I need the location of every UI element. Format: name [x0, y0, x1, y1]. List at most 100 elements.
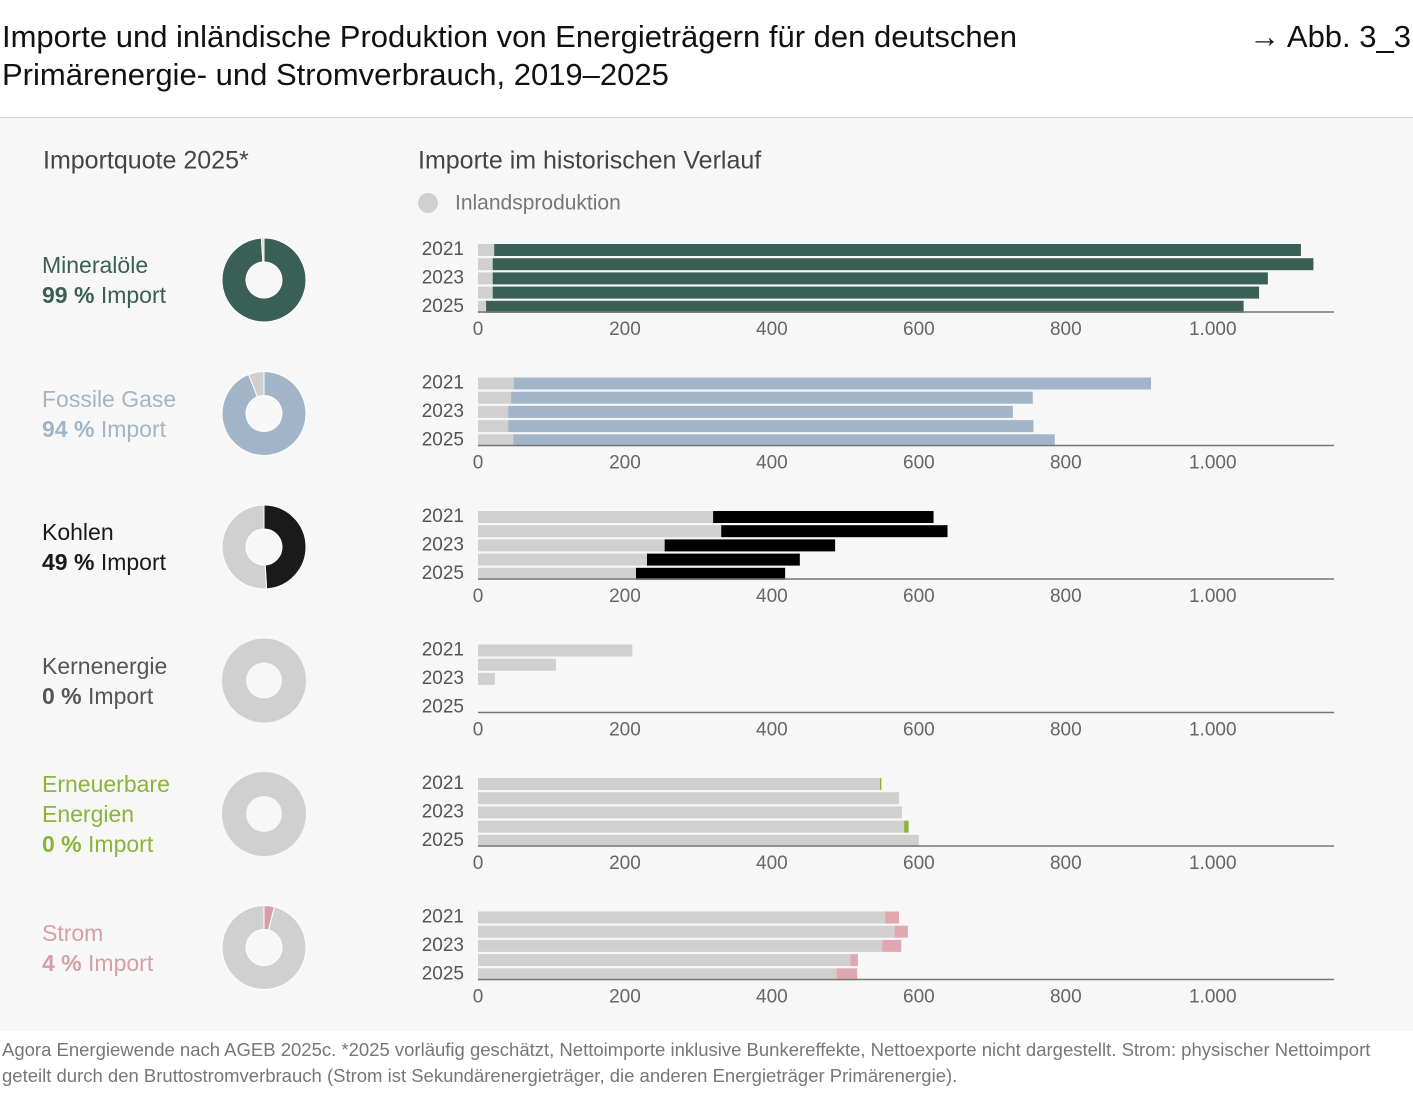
x-tick-label: 0: [473, 319, 484, 340]
bar-segment: [894, 925, 908, 938]
x-tick-label: 200: [609, 453, 641, 474]
left-heading: Importquote 2025*: [43, 147, 249, 175]
x-tick-label: 400: [756, 586, 788, 607]
right-heading: Importe im historischen Verlauf: [418, 147, 761, 175]
bar-segment: [478, 391, 512, 404]
bar-segment: [478, 939, 883, 952]
y-tick-label: 2025: [422, 696, 464, 717]
row-label: Strom 4 % Import: [42, 918, 212, 978]
y-tick-label: 2021: [422, 373, 464, 394]
share-line: 0 % Import: [42, 681, 212, 711]
y-tick-label: 2023: [422, 534, 464, 555]
row-label: Mineralöle 99 % Import: [42, 250, 212, 310]
x-tick-label: 600: [903, 853, 935, 874]
share-line: 99 % Import: [42, 280, 212, 310]
row-title: Mineralöle: [42, 252, 149, 278]
donut-segment: [222, 772, 306, 856]
bar-segment: [514, 377, 1152, 390]
bar-segment: [478, 272, 493, 285]
bar-segment: [513, 434, 1055, 447]
x-tick-label: 1.000: [1189, 453, 1237, 474]
bar-segment: [478, 644, 633, 657]
y-tick-label: 2023: [422, 801, 464, 822]
bar-segment: [478, 525, 722, 538]
share-value: 99 %: [42, 282, 95, 308]
y-tick-label: 2021: [422, 640, 464, 661]
x-tick-label: 800: [1050, 720, 1082, 741]
y-tick-label: 2023: [422, 668, 464, 689]
row-label: Fossile Gase 94 % Import: [42, 384, 212, 444]
x-tick-label: 1.000: [1189, 987, 1237, 1008]
bar-segment: [478, 834, 919, 847]
y-tick-label: 2023: [422, 935, 464, 956]
x-tick-label: 1.000: [1189, 319, 1237, 340]
bar-segment: [478, 286, 493, 299]
bar-segment: [508, 405, 1013, 418]
bar-segment: [478, 925, 895, 938]
x-tick-label: 400: [756, 319, 788, 340]
row-label: Kohlen 49 % Import: [42, 517, 212, 577]
x-tick-label: 1.000: [1189, 853, 1237, 874]
bar-segment: [478, 778, 880, 790]
donut-segment: [222, 638, 306, 723]
row-title: Kohlen: [42, 519, 114, 545]
bar-segment: [478, 792, 900, 805]
y-tick-label: 2023: [422, 267, 464, 288]
share-category: Import: [88, 949, 154, 976]
share-value: 0 %: [42, 682, 82, 709]
x-tick-label: 200: [609, 319, 641, 340]
row-title: Erneuerbare Energien: [42, 771, 170, 827]
bar-segment: [635, 567, 786, 580]
bar-segment: [478, 405, 509, 418]
bar-segment: [494, 244, 1301, 256]
row-title: Strom: [42, 919, 104, 946]
donut-segment: [221, 904, 307, 990]
x-tick-label: 600: [903, 987, 935, 1008]
x-tick-label: 0: [473, 987, 484, 1008]
y-tick-label: 2021: [422, 239, 464, 260]
bar-segment: [850, 954, 858, 967]
bar-segment: [478, 258, 493, 271]
bar-segment: [478, 911, 886, 924]
title: Importe und inländische Produktion von E…: [2, 19, 1018, 92]
bar-segment: [713, 511, 934, 523]
share-category: Import: [100, 549, 167, 575]
share-value: 0 %: [42, 831, 82, 857]
x-tick-label: 400: [756, 720, 788, 741]
x-tick-label: 800: [1050, 453, 1082, 474]
y-tick-label: 2021: [422, 773, 464, 794]
bar-segment: [478, 954, 851, 967]
x-tick-label: 400: [756, 453, 788, 474]
bar-segment: [836, 968, 858, 981]
bar-segment: [492, 258, 1314, 271]
row-title: Kernenergie: [42, 652, 168, 679]
legend-label: Inlandsproduktion: [455, 192, 621, 215]
share-line: 0 % Import: [42, 829, 212, 859]
bar-segment: [478, 511, 714, 523]
bar-segment: [478, 244, 495, 256]
y-tick-label: 2025: [422, 830, 464, 851]
bar-segment: [478, 539, 665, 552]
x-tick-label: 200: [609, 853, 641, 874]
x-tick-label: 400: [756, 987, 788, 1008]
x-tick-label: 800: [1050, 319, 1082, 340]
bar-segment: [478, 820, 905, 833]
bar-segment: [478, 658, 556, 671]
bar-segment: [879, 778, 882, 790]
donut-segment: [263, 504, 307, 590]
bar-segment: [478, 300, 487, 313]
bar-segment: [721, 525, 948, 538]
bar-segment: [478, 567, 636, 580]
x-tick-label: 0: [473, 453, 484, 474]
y-tick-label: 2021: [422, 907, 464, 928]
x-tick-label: 1.000: [1189, 586, 1237, 607]
donut-segment: [221, 237, 307, 323]
y-tick-label: 2025: [422, 296, 464, 317]
bar-segment: [904, 820, 909, 833]
x-tick-label: 200: [609, 586, 641, 607]
donut-segment: [247, 370, 265, 398]
row-title: Fossile Gase: [42, 385, 177, 412]
y-tick-label: 2021: [422, 506, 464, 527]
x-tick-label: 800: [1050, 586, 1082, 607]
